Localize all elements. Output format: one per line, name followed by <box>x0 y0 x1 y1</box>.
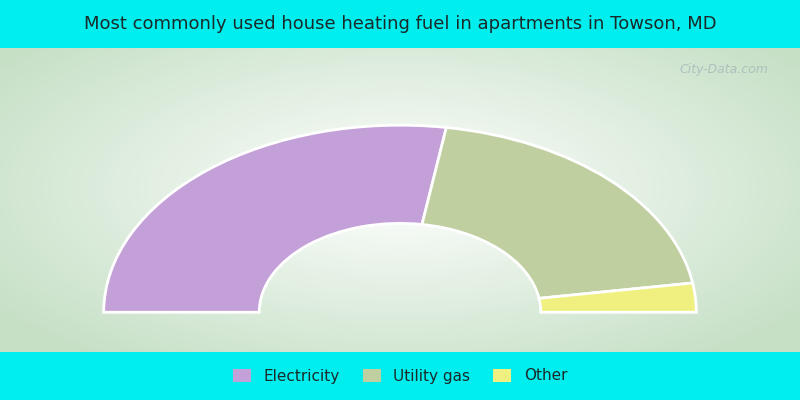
Wedge shape <box>104 125 446 312</box>
Text: City-Data.com: City-Data.com <box>679 63 768 76</box>
Legend: Electricity, Utility gas, Other: Electricity, Utility gas, Other <box>226 362 574 390</box>
Text: Most commonly used house heating fuel in apartments in Towson, MD: Most commonly used house heating fuel in… <box>84 15 716 33</box>
Wedge shape <box>539 283 696 312</box>
Wedge shape <box>422 128 693 298</box>
